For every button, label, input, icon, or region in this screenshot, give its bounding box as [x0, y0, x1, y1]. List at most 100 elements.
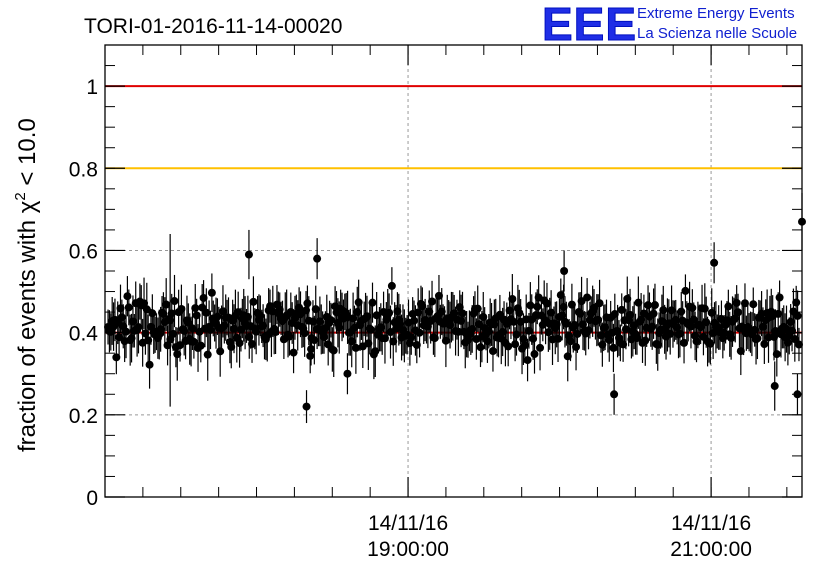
data-point — [529, 334, 538, 343]
data-point — [256, 311, 265, 320]
data-point — [619, 340, 628, 349]
data-point — [576, 309, 585, 318]
data-point — [335, 323, 344, 332]
data-point — [689, 315, 698, 324]
data-point — [774, 309, 783, 318]
data-point — [594, 315, 603, 324]
data-point — [170, 297, 179, 306]
data-point — [180, 326, 189, 335]
data-point — [362, 312, 371, 321]
data-point — [127, 334, 136, 343]
data-point — [659, 306, 668, 315]
data-point — [371, 347, 380, 356]
data-point — [134, 323, 143, 332]
data-point — [790, 335, 799, 344]
data-point — [498, 327, 507, 336]
data-point — [706, 339, 715, 348]
data-point — [794, 340, 803, 349]
data-point — [617, 305, 626, 314]
data-point — [196, 341, 205, 350]
data-point — [389, 337, 398, 346]
data-point — [188, 324, 197, 333]
data-point — [387, 281, 396, 290]
data-point — [648, 322, 657, 331]
data-point — [610, 310, 619, 319]
data-point — [220, 321, 229, 330]
data-point — [218, 307, 227, 316]
data-point — [455, 303, 464, 312]
data-point — [783, 338, 792, 347]
data-point — [736, 347, 745, 356]
data-point — [724, 302, 733, 311]
data-point — [191, 304, 200, 313]
data-point — [145, 360, 154, 369]
x-axis-ticks: 14/11/16 19:00:00 14/11/16 21:00:00 — [104, 45, 788, 561]
data-point — [368, 298, 377, 307]
data-point — [556, 291, 565, 300]
data-point — [677, 307, 686, 316]
data-point — [505, 306, 514, 315]
data-point — [692, 337, 701, 346]
data-point — [296, 310, 305, 319]
data-point — [707, 308, 716, 317]
data-point — [308, 317, 317, 326]
data-point — [243, 312, 252, 321]
data-point — [567, 300, 576, 309]
data-point — [169, 329, 178, 338]
y-tick-label: 0.4 — [69, 323, 99, 346]
data-point — [637, 315, 646, 324]
data-point — [300, 329, 309, 338]
data-point — [731, 314, 740, 323]
data-point — [750, 325, 759, 334]
chart-title: TORI-01-2016-11-14-00020 — [84, 15, 342, 38]
logo-line1: Extreme Energy Events — [637, 5, 795, 22]
data-point — [727, 333, 736, 342]
data-point — [578, 320, 587, 329]
data-point — [533, 302, 542, 311]
data-point — [596, 331, 605, 340]
data-point — [515, 308, 524, 317]
data-point — [412, 340, 421, 349]
data-point — [536, 343, 545, 352]
data-point — [376, 323, 385, 332]
data-point — [166, 316, 175, 325]
data-point — [680, 338, 689, 347]
data-point — [124, 303, 133, 312]
data-point — [681, 286, 690, 295]
data-point — [302, 306, 311, 315]
data-point — [329, 346, 338, 355]
data-point — [407, 333, 416, 342]
data-point — [410, 316, 419, 325]
data-point — [202, 308, 211, 317]
data-point — [116, 304, 125, 313]
y-tick-label: 1 — [86, 76, 98, 99]
data-point — [526, 301, 535, 310]
data-point — [415, 328, 424, 337]
data-point — [156, 325, 165, 334]
data-point — [520, 341, 529, 350]
data-point — [484, 327, 493, 336]
data-point — [199, 293, 208, 302]
data-point — [227, 342, 236, 351]
data-point — [770, 382, 779, 391]
data-point — [601, 323, 610, 332]
data-point — [560, 267, 569, 275]
data-point — [454, 327, 463, 336]
eee-logo: EEE Extreme Energy Events La Scienza nel… — [542, 0, 798, 51]
data-point — [753, 334, 762, 343]
data-point — [572, 342, 581, 351]
data-point — [213, 312, 222, 321]
data-point — [770, 332, 779, 341]
y-tick-label: 0.2 — [69, 405, 98, 428]
data-point — [441, 336, 450, 345]
data-point — [598, 340, 607, 349]
data-point — [595, 299, 604, 308]
data-point — [609, 343, 618, 352]
data-point — [385, 308, 394, 317]
data-point — [128, 317, 137, 326]
data-point — [252, 327, 261, 336]
data-point — [393, 307, 402, 316]
data-point — [554, 334, 563, 343]
data-point — [552, 320, 561, 329]
data-point — [559, 302, 568, 311]
